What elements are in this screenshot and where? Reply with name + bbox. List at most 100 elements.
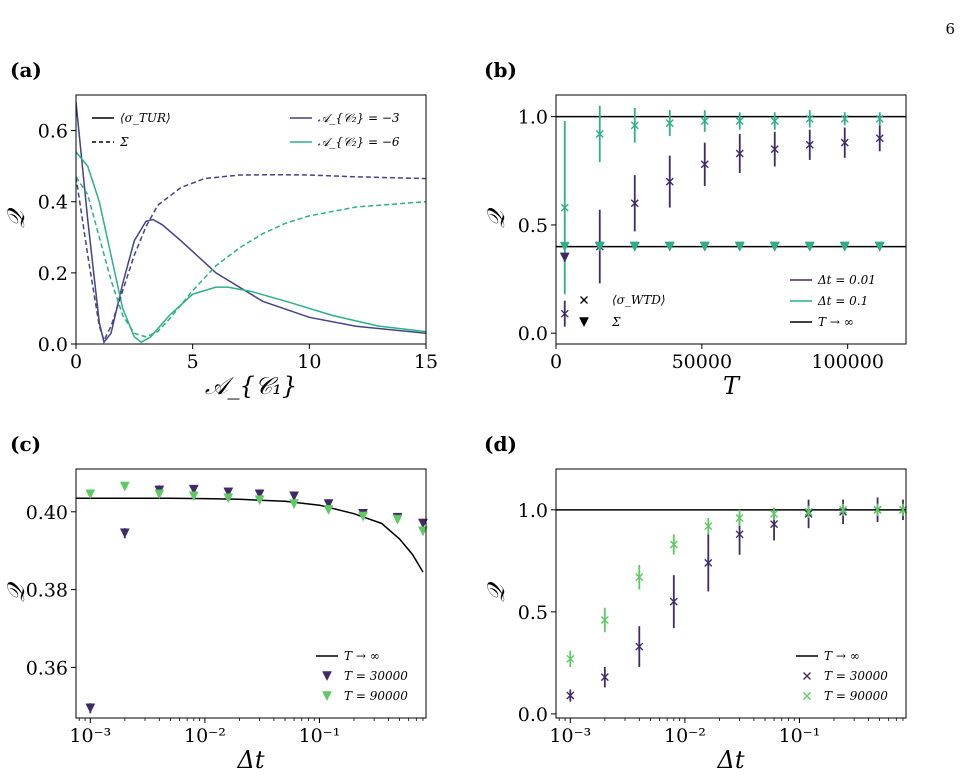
data-point (566, 691, 575, 700)
panel-label: (a) (10, 58, 42, 82)
data-point (85, 489, 96, 500)
x-tick-label: 0 (70, 351, 82, 373)
data-point (188, 491, 199, 502)
x-tick-label: 15 (414, 351, 438, 373)
data-point (392, 514, 403, 525)
x-tick-label: 5 (187, 351, 199, 373)
data-point (154, 489, 165, 500)
data-point (188, 484, 199, 495)
y-tick-label: 0.6 (38, 121, 68, 143)
data-point (119, 481, 130, 492)
y-tick-label: 0.5 (518, 215, 548, 237)
x-axis-label: Δt (237, 746, 265, 774)
data-point (289, 499, 299, 510)
legend-marker (579, 317, 589, 328)
legend-marker (803, 692, 811, 700)
data-point (804, 241, 815, 252)
series-line (76, 173, 426, 343)
data-point (805, 114, 814, 123)
legend-label: T = 30000 (824, 669, 888, 683)
legend-label: T → ∞ (818, 315, 854, 329)
y-tick-label: 0.0 (518, 323, 548, 345)
data-point (665, 119, 674, 128)
legend-label: ⟨σ_WTD⟩ (612, 293, 666, 307)
series-line (76, 151, 426, 344)
panel-label: (b) (484, 58, 517, 82)
data-point (254, 489, 265, 500)
axes-frame (555, 94, 907, 345)
x-tick-label: 10⁻¹ (779, 725, 821, 747)
x-tick-label: 10⁻¹ (299, 725, 341, 747)
data-point (600, 673, 609, 682)
x-tick-label: 10 (297, 351, 321, 373)
data-point (289, 491, 299, 502)
y-axis-label: 𝒬 (482, 207, 510, 228)
y-tick-label: 1.0 (518, 107, 548, 129)
x-tick-label: 0 (550, 351, 562, 373)
series-line (76, 176, 426, 338)
page-number: 6 (945, 20, 955, 38)
data-point (323, 499, 334, 510)
data-point (669, 597, 678, 606)
x-axis-label: Δt (717, 746, 745, 774)
series-line (76, 497, 424, 573)
data-point (898, 505, 907, 514)
data-point (560, 309, 569, 318)
data-point (669, 540, 678, 549)
data-point (700, 160, 709, 169)
legend-marker (580, 296, 588, 304)
data-point (595, 129, 604, 138)
data-point (735, 149, 744, 158)
data-point (804, 507, 813, 516)
data-point (566, 654, 575, 663)
data-point (770, 509, 779, 518)
data-point (770, 520, 779, 529)
data-point (699, 241, 710, 252)
data-point (600, 616, 609, 625)
data-point (840, 138, 849, 147)
data-point (873, 505, 882, 514)
data-point (704, 558, 713, 567)
data-point (630, 199, 639, 208)
legend-marker (322, 691, 332, 702)
data-point (734, 241, 745, 252)
data-point (119, 528, 130, 539)
data-point (594, 241, 605, 252)
data-point (223, 487, 234, 498)
data-point (770, 145, 779, 154)
data-point (418, 518, 428, 529)
data-point (735, 116, 744, 125)
data-point (418, 526, 428, 537)
axes-frame (75, 468, 427, 719)
y-axis-label: 𝒬 (2, 581, 30, 602)
data-point (635, 642, 644, 651)
data-point (635, 573, 644, 582)
legend-label: 𝒜_{𝒞₂} = −3 (318, 111, 400, 125)
panel-label: (d) (484, 432, 517, 456)
x-tick-label: 10⁻³ (69, 725, 111, 747)
legend-label: Σ (611, 315, 621, 329)
data-point (323, 505, 334, 515)
data-point (839, 505, 848, 514)
y-tick-label: 1.0 (518, 500, 548, 522)
x-tick-label: 10⁻² (184, 725, 226, 747)
legend-label: T → ∞ (344, 649, 380, 663)
data-point (358, 511, 368, 522)
data-point (630, 121, 639, 130)
x-tick-label: 10⁻³ (549, 725, 591, 747)
data-point (840, 114, 849, 123)
data-point (735, 513, 744, 522)
y-tick-label: 0.38 (26, 580, 68, 602)
legend-marker (322, 671, 332, 682)
y-tick-label: 0.5 (518, 602, 548, 624)
legend-label: Σ (119, 135, 129, 149)
legend-label: T = 90000 (344, 689, 408, 703)
y-tick-label: 0.0 (518, 704, 548, 726)
legend-label: ⟨σ_TUR⟩ (120, 111, 171, 125)
data-point (700, 116, 709, 125)
legend-label: Δt = 0.1 (817, 294, 868, 308)
x-tick-label: 10⁻² (664, 725, 706, 747)
data-point (664, 241, 675, 252)
data-point (560, 203, 569, 212)
